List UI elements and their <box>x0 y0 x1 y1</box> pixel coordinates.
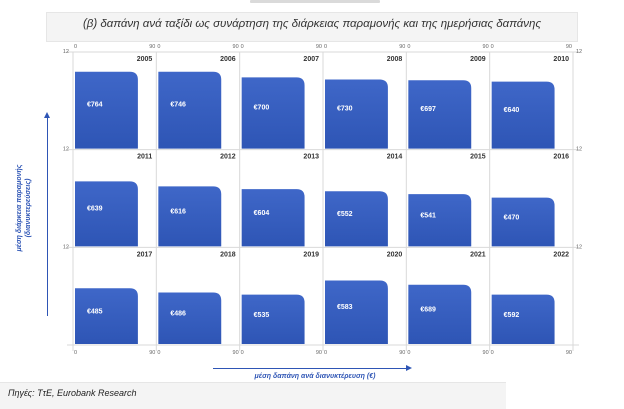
data-label: €616 <box>170 208 186 215</box>
cropped-previous-caption <box>250 0 380 3</box>
bar <box>241 77 305 149</box>
x-tick-label: 90 <box>316 44 322 50</box>
year-label: 2008 <box>387 56 403 63</box>
data-label: €700 <box>254 104 270 111</box>
x-tick-label: 0 <box>157 350 160 356</box>
data-label: €485 <box>87 308 103 315</box>
x-tick-label: 90 <box>483 44 489 50</box>
y-axis-arrow-line <box>47 118 48 316</box>
bar <box>241 189 305 247</box>
x-tick-label: 90 <box>399 350 405 356</box>
year-label: 2011 <box>137 154 152 161</box>
data-label: €592 <box>504 312 520 319</box>
data-label: €764 <box>87 101 103 108</box>
x-tick-label: 90 <box>233 44 239 50</box>
x-tick-label: 90 <box>233 350 239 356</box>
data-label: €604 <box>254 210 270 217</box>
x-tick-label: 0 <box>324 44 327 50</box>
bar <box>75 181 138 247</box>
data-label: €689 <box>420 306 436 313</box>
y-tick-label: 12 <box>63 49 69 55</box>
year-label: 2019 <box>303 251 319 258</box>
year-label: 2015 <box>470 154 486 161</box>
x-tick-label: 90 <box>149 44 155 50</box>
year-label: 2017 <box>137 251 153 258</box>
year-label: 2012 <box>220 154 236 161</box>
bar <box>158 71 222 149</box>
x-tick-label: 0 <box>157 44 160 50</box>
source-note: Πηγές: ΤτΕ, Eurobank Research <box>8 388 137 398</box>
x-tick-label: 0 <box>491 350 494 356</box>
year-label: 2014 <box>387 154 403 161</box>
data-label: €697 <box>420 106 436 113</box>
bar <box>158 186 222 247</box>
bar <box>408 80 472 149</box>
x-tick-label: 0 <box>407 44 410 50</box>
year-label: 2018 <box>220 251 236 258</box>
x-tick-label: 90 <box>316 350 322 356</box>
x-tick-label: 0 <box>241 350 244 356</box>
year-label: 2005 <box>137 56 153 63</box>
bar <box>491 197 555 247</box>
data-label: €486 <box>170 311 186 318</box>
year-label: 2013 <box>303 154 319 161</box>
x-axis-label: μέση δαπάνη ανά διανυκτέρευση (€) <box>254 373 376 380</box>
bar <box>75 288 138 344</box>
year-label: 2016 <box>553 154 569 161</box>
chart-title: (β) δαπάνη ανά ταξίδι ως συνάρτηση της δ… <box>82 18 542 30</box>
bar <box>408 284 472 344</box>
x-tick-label: 90 <box>566 350 572 356</box>
y-tick-label: 12 <box>576 147 582 153</box>
bar <box>491 81 555 149</box>
data-label: €639 <box>87 206 103 213</box>
bar <box>325 191 388 247</box>
data-label: €535 <box>254 312 270 319</box>
title-bar <box>46 12 578 42</box>
data-label: €552 <box>337 211 353 218</box>
x-tick-label: 0 <box>241 44 244 50</box>
data-label: €541 <box>420 213 436 220</box>
y-tick-label: 12 <box>63 147 69 153</box>
x-tick-label: 0 <box>74 44 77 50</box>
bar <box>408 194 472 247</box>
year-label: 2010 <box>553 56 569 63</box>
x-tick-label: 0 <box>74 350 77 356</box>
data-label: €730 <box>337 106 353 113</box>
bar <box>75 71 138 149</box>
x-tick-label: 90 <box>399 44 405 50</box>
year-label: 2021 <box>470 251 486 258</box>
y-tick-label: 12 <box>576 244 582 250</box>
x-axis-arrow-line <box>213 368 409 369</box>
x-tick-label: 0 <box>324 350 327 356</box>
year-label: 2006 <box>220 56 236 63</box>
y-tick-label: 12 <box>576 49 582 55</box>
year-label: 2007 <box>303 56 319 63</box>
year-label: 2009 <box>470 56 486 63</box>
source-box <box>0 382 506 409</box>
x-tick-label: 90 <box>566 44 572 50</box>
x-tick-label: 90 <box>483 350 489 356</box>
bar <box>325 79 388 149</box>
year-label: 2020 <box>387 251 403 258</box>
y-axis-label: μέση διάρκεια παραμονής (διανυκτερεύσεις… <box>16 164 32 252</box>
x-tick-label: 0 <box>407 350 410 356</box>
data-label: €640 <box>504 107 520 114</box>
bar <box>325 280 388 344</box>
year-label: 2022 <box>553 251 569 258</box>
data-label: €470 <box>504 215 520 222</box>
data-label: €746 <box>170 101 186 108</box>
x-tick-label: 0 <box>491 44 494 50</box>
x-axis-arrow-head-icon <box>406 365 412 371</box>
bar <box>241 294 305 344</box>
data-label: €583 <box>337 304 353 311</box>
bar <box>491 294 555 344</box>
y-axis-arrow-head-icon <box>44 112 50 118</box>
y-tick-label: 12 <box>63 244 69 250</box>
bar <box>158 292 222 344</box>
x-tick-label: 90 <box>149 350 155 356</box>
